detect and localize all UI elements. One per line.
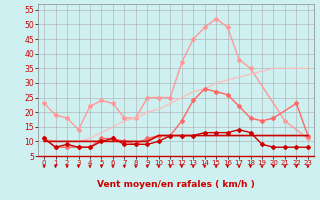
X-axis label: Vent moyen/en rafales ( km/h ): Vent moyen/en rafales ( km/h ) — [97, 180, 255, 189]
